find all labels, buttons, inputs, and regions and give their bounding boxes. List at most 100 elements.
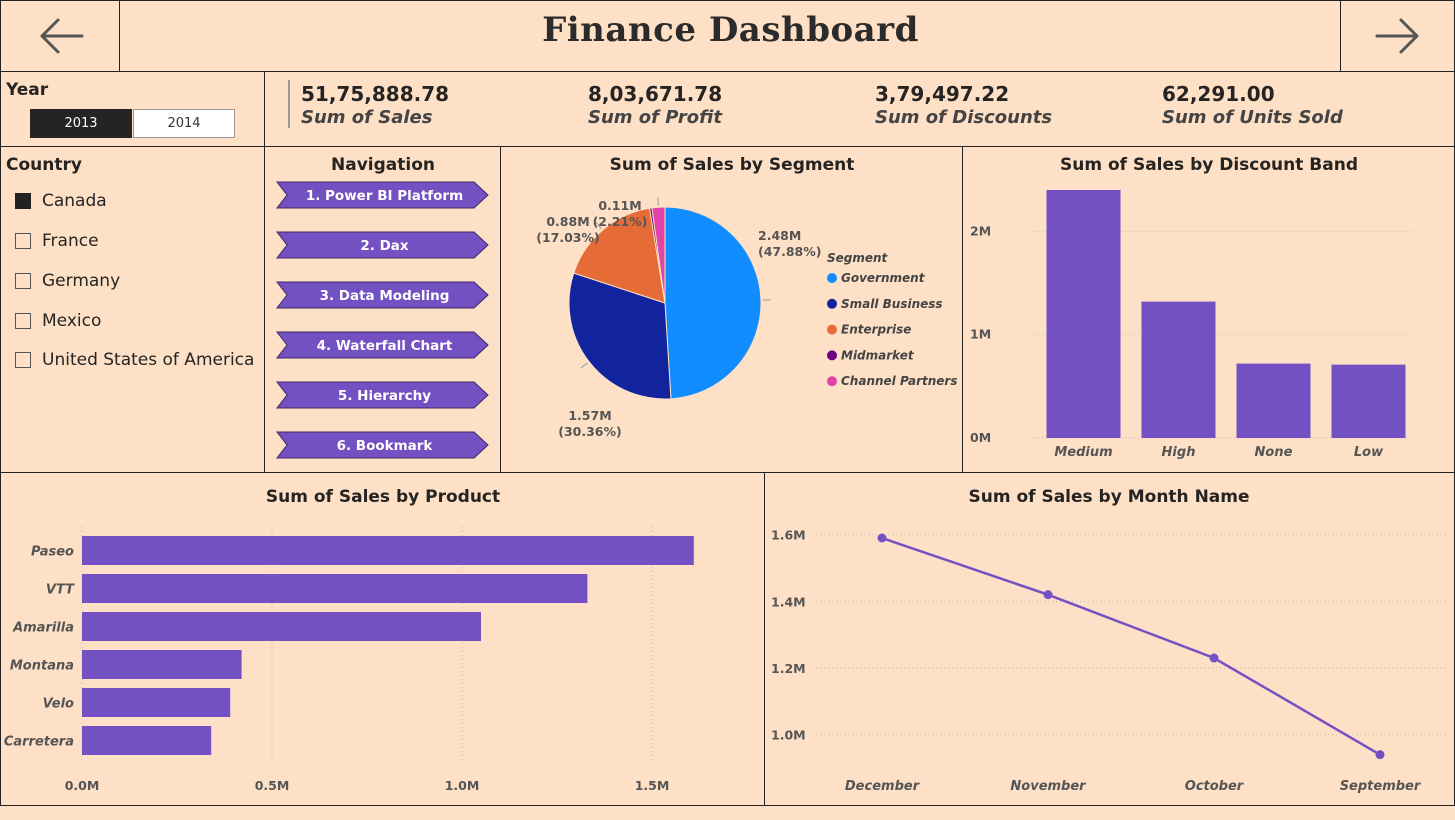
kpi-strip (264, 71, 1455, 148)
x-tick-label: None (1255, 445, 1293, 460)
checkbox-icon[interactable] (15, 313, 31, 329)
nav-button-4[interactable]: 4. Waterfall Chart (275, 331, 489, 359)
pie-data-label: 0.88M (546, 214, 589, 229)
x-tick-label: 0.0M (65, 778, 100, 793)
product-chart: 0.0M 0.5M 1.0M 1.5M Paseo VTT Amarilla Montana V… (4, 527, 694, 793)
x-tick-label: Medium (1054, 445, 1112, 460)
product-title: Sum of Sales by Product (265, 487, 501, 507)
pie-legend-title: Segment (827, 251, 889, 265)
country-item-label: United States of America (42, 350, 255, 370)
y-tick-label: 1.2M (771, 661, 806, 676)
y-tick-label: 0M (970, 430, 991, 445)
bar-velo[interactable] (82, 688, 231, 717)
bar-amarilla[interactable] (82, 612, 481, 641)
nav-button-6[interactable]: 6. Bookmark (275, 431, 489, 459)
nav-button-label: 3. Data Modeling (320, 288, 450, 304)
bar-high[interactable] (1141, 301, 1216, 438)
pie-slice-government[interactable] (664, 206, 762, 400)
legend-dot-icon (827, 350, 837, 361)
x-tick-label: November (1010, 779, 1087, 794)
kpi-profit-label: Sum of Profit (588, 107, 722, 128)
y-tick-label: 2M (970, 223, 991, 238)
nav-button-label: 4. Waterfall Chart (317, 338, 453, 354)
pie-leader-line (580, 362, 588, 369)
year-option-2014[interactable]: 2014 (133, 109, 235, 138)
sales-line (881, 536, 1381, 756)
bar-paseo[interactable] (82, 536, 694, 565)
checkbox-icon[interactable] (15, 352, 31, 368)
nav-arrow-shape (275, 381, 489, 409)
country-item-usa[interactable]: United States of America (15, 350, 254, 370)
legend-dot-icon (827, 273, 837, 283)
bar-vtt[interactable] (82, 574, 588, 603)
kpi-units-label: Sum of Units Sold (1162, 107, 1343, 128)
pie-data-label: 2.48M (758, 228, 801, 243)
bar-none[interactable] (1236, 363, 1311, 438)
pie-legend-item[interactable]: Channel Partners (841, 374, 957, 388)
checkbox-icon[interactable] (15, 273, 31, 289)
country-item-label: Mexico (42, 311, 102, 331)
x-tick-label: September (1340, 779, 1422, 794)
x-tick-label: October (1185, 779, 1245, 794)
legend-dot-icon (827, 324, 837, 335)
bar-montana[interactable] (82, 650, 242, 679)
pie-legend-item[interactable]: Midmarket (841, 348, 915, 362)
pie-legend-item[interactable]: Government (841, 271, 926, 285)
line-point-october[interactable] (1209, 653, 1219, 663)
checkbox-checked-icon[interactable] (15, 193, 31, 209)
nav-button-label: 5. Hierarchy (338, 388, 431, 404)
line-point-september[interactable] (1375, 750, 1385, 760)
segment-pie-chart: 2.48M(47.88%) 1.57M(30.36%) 0.88M(17.03%) 0… (536, 197, 957, 439)
kpi-divider (288, 80, 290, 128)
country-item-germany[interactable]: Germany (15, 271, 120, 291)
pie-slice-channel-partners[interactable] (651, 206, 666, 304)
page-title: Finance Dashboard (542, 10, 919, 50)
pie-slice-small-business[interactable] (568, 272, 672, 400)
y-tick-label: Amarilla (12, 621, 74, 636)
navigation-buttons: 1. Power BI Platform 2. Dax 3. Data Modeli… (275, 181, 489, 459)
x-tick-label: 0.5M (255, 778, 290, 793)
bottom-strip (0, 806, 1455, 820)
arrow-left-icon (40, 18, 83, 54)
year-slicer-label: Year (6, 80, 49, 100)
legend-dot-icon (827, 298, 837, 309)
country-item-france[interactable]: France (15, 231, 99, 251)
bar-medium[interactable] (1046, 190, 1121, 438)
bar-carretera[interactable] (82, 726, 212, 755)
pie-legend-item[interactable]: Enterprise (841, 323, 911, 337)
y-tick-label: 1.0M (771, 728, 806, 743)
y-tick-label: Velo (43, 697, 74, 712)
country-item-label: Canada (42, 191, 107, 211)
y-tick-label: Paseo (31, 545, 74, 560)
pie-data-label: 1.57M (568, 408, 611, 423)
pie-data-label: 0.11M (598, 198, 641, 213)
x-tick-label: 1.5M (635, 778, 670, 793)
nav-button-1[interactable]: 1. Power BI Platform (275, 181, 489, 209)
nav-arrow-shape (275, 331, 489, 359)
nav-button-label: 1. Power BI Platform (306, 188, 463, 204)
bar-low[interactable] (1331, 364, 1406, 438)
nav-button-5[interactable]: 5. Hierarchy (275, 381, 489, 409)
nav-button-2[interactable]: 2. Dax (275, 231, 489, 259)
x-tick-label: Low (1354, 445, 1384, 460)
line-point-december[interactable] (877, 533, 887, 543)
x-tick-label: December (845, 779, 921, 794)
forward-button[interactable] (1340, 0, 1455, 72)
pie-data-pct: (47.88%) (758, 244, 822, 259)
x-tick-label: High (1162, 445, 1196, 460)
country-item-canada[interactable]: Canada (15, 191, 107, 211)
pie-leader-line (595, 222, 602, 229)
line-point-november[interactable] (1043, 590, 1053, 600)
discount-band-chart: 0M 1M 2M Medium High None Low (970, 190, 1414, 460)
pie-legend-item[interactable]: Small Business (841, 297, 943, 311)
pie-slice-enterprise[interactable] (573, 207, 666, 304)
nav-button-3[interactable]: 3. Data Modeling (275, 281, 489, 309)
country-item-mexico[interactable]: Mexico (15, 311, 101, 331)
checkbox-icon[interactable] (15, 233, 31, 249)
year-option-2013[interactable]: 2013 (30, 109, 132, 138)
kpi-sales-label: Sum of Sales (301, 107, 433, 128)
back-button[interactable] (0, 0, 121, 72)
pie-data-pct: (2.21%) (593, 214, 648, 229)
kpi-sales-value: 51,75,888.78 (301, 82, 450, 106)
navigation-title: Navigation (331, 155, 435, 175)
